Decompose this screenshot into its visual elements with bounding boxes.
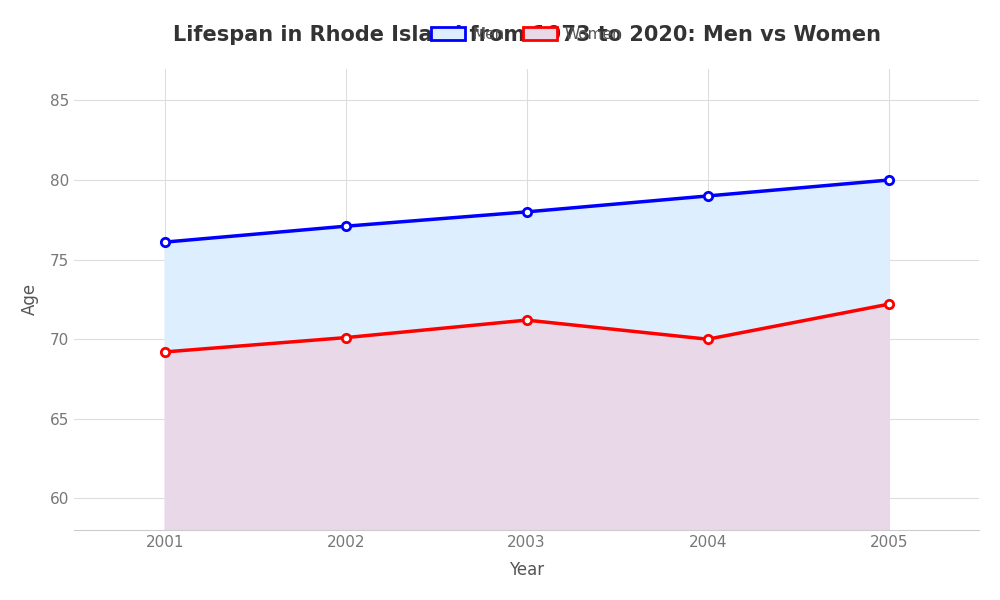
Title: Lifespan in Rhode Island from 1973 to 2020: Men vs Women: Lifespan in Rhode Island from 1973 to 20… bbox=[173, 25, 881, 45]
X-axis label: Year: Year bbox=[509, 561, 544, 579]
Y-axis label: Age: Age bbox=[21, 283, 39, 316]
Legend: Men, Women: Men, Women bbox=[425, 21, 628, 48]
